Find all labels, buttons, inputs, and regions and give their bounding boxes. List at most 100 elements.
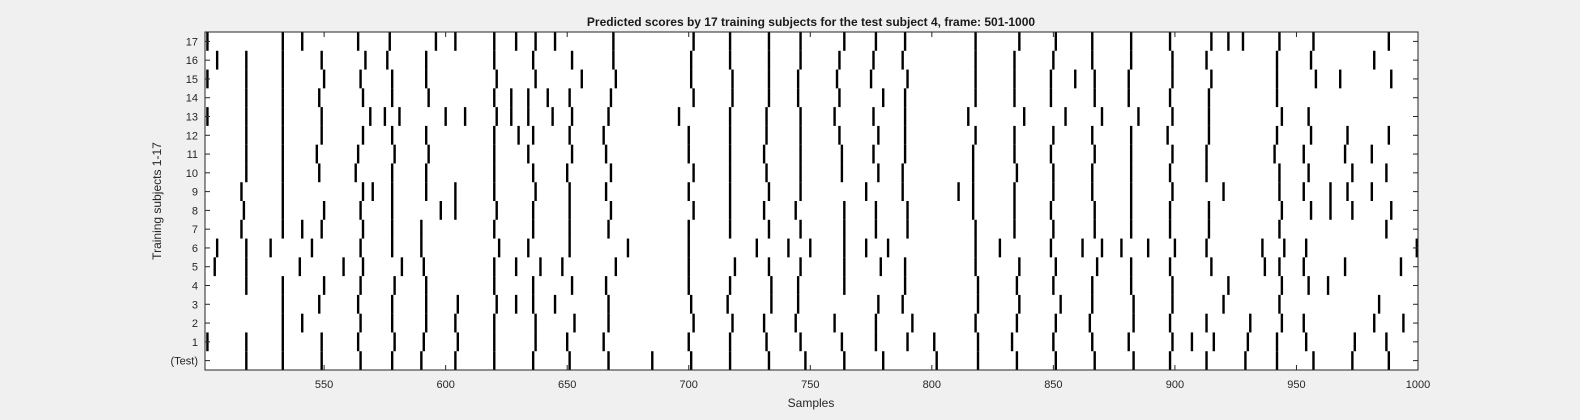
event-mark-row-3-1 xyxy=(318,294,321,314)
event-mark-row-13-27 xyxy=(1171,107,1174,126)
event-mark-row-(Test)-29 xyxy=(1351,351,1354,370)
event-mark-row-1-22 xyxy=(1052,332,1055,352)
event-mark-row-10-27 xyxy=(1385,163,1388,183)
event-mark-row-2-26 xyxy=(1302,313,1305,333)
event-mark-row-12-25 xyxy=(1275,125,1279,145)
event-mark-row-(Test)-10 xyxy=(607,351,610,370)
event-mark-row-6-8 xyxy=(527,238,530,258)
event-mark-row-17-2 xyxy=(301,32,304,51)
event-mark-row-6-9 xyxy=(568,238,571,258)
event-mark-row-13-14 xyxy=(607,107,610,126)
event-mark-row-2-25 xyxy=(1280,313,1284,333)
event-mark-row-8-14 xyxy=(794,201,797,220)
event-mark-row-8-1 xyxy=(281,201,284,220)
event-mark-row-15-15 xyxy=(835,69,839,89)
event-mark-row-15-14 xyxy=(796,69,800,89)
event-mark-row-15-8 xyxy=(534,69,537,89)
event-mark-row-8-0 xyxy=(242,201,246,220)
event-mark-row-14-25 xyxy=(1207,88,1211,108)
event-mark-row-5-23 xyxy=(1129,257,1133,277)
event-mark-row-1-2 xyxy=(281,332,284,352)
event-mark-row-13-15 xyxy=(677,107,681,126)
event-mark-row-5-9 xyxy=(539,257,542,277)
y-tick-label: 17 xyxy=(186,36,198,48)
event-mark-row-5-13 xyxy=(733,257,737,277)
event-mark-row-12-8 xyxy=(531,125,535,145)
event-mark-row-(Test)-17 xyxy=(882,351,885,370)
event-mark-row-4-1 xyxy=(281,276,284,295)
event-mark-row-(Test)-19 xyxy=(976,351,980,370)
event-mark-row-2-12 xyxy=(762,313,766,333)
event-mark-row-8-23 xyxy=(1168,201,1172,220)
event-mark-row-4-4 xyxy=(393,276,396,295)
event-mark-row-(Test)-4 xyxy=(390,351,394,370)
event-mark-row-16-18 xyxy=(974,50,977,70)
event-mark-row-6-21 xyxy=(1081,238,1084,258)
event-mark-row-5-5 xyxy=(400,257,404,277)
axis-ticks: 550 600 650 700 750 800 850 900 950 1000(Test)123… xyxy=(171,32,1430,391)
event-mark-row-7-23 xyxy=(1168,219,1172,239)
event-mark-row-5-24 xyxy=(1168,257,1172,277)
event-mark-row-3-0 xyxy=(281,294,284,314)
event-mark-row-17-29 xyxy=(1312,32,1315,51)
event-mark-row-7-18 xyxy=(974,219,977,239)
event-mark-row-9-28 xyxy=(1346,182,1349,201)
event-mark-row-16-16 xyxy=(872,50,875,70)
event-mark-row-14-20 xyxy=(1013,88,1016,108)
event-mark-row-2-15 xyxy=(874,313,878,333)
event-mark-row-17-16 xyxy=(843,32,846,51)
event-mark-row-17-3 xyxy=(356,32,360,51)
event-mark-row-(Test)-30 xyxy=(1387,351,1391,370)
event-mark-row-5-18 xyxy=(903,257,907,277)
event-mark-row-15-24 xyxy=(1171,69,1174,89)
event-mark-row-14-12 xyxy=(692,88,695,108)
event-mark-row-6-4 xyxy=(359,238,362,258)
x-tick-label: 600 xyxy=(436,379,454,391)
event-mark-row-12-15 xyxy=(838,125,841,145)
event-mark-row-1-15 xyxy=(799,332,802,352)
event-mark-row-11-16 xyxy=(903,144,907,164)
event-mark-row-7-22 xyxy=(1129,219,1133,239)
event-mark-row-5-22 xyxy=(1095,257,1099,277)
event-mark-row-(Test)-25 xyxy=(1205,351,1208,370)
event-mark-row-(Test)-9 xyxy=(568,351,571,370)
event-mark-row-11-20 xyxy=(1093,144,1096,164)
event-mark-row-10-4 xyxy=(390,163,394,183)
event-mark-row-11-18 xyxy=(1013,144,1016,164)
event-mark-row-4-16 xyxy=(976,276,980,295)
event-mark-row-2-9 xyxy=(607,313,610,333)
event-mark-row-14-19 xyxy=(974,88,977,108)
event-mark-row-12-0 xyxy=(245,125,248,145)
event-mark-row-5-29 xyxy=(1343,257,1347,277)
event-mark-row-2-27 xyxy=(1373,313,1376,333)
event-mark-row-3-19 xyxy=(1059,294,1062,314)
event-mark-row-11-9 xyxy=(604,144,608,164)
event-mark-row-17-14 xyxy=(767,32,771,51)
event-mark-row-(Test)-15 xyxy=(804,351,807,370)
event-mark-row-13-30 xyxy=(1307,107,1310,126)
event-mark-row-12-1 xyxy=(281,125,284,145)
event-mark-row-15-27 xyxy=(1314,69,1318,89)
event-mark-row-16-24 xyxy=(1205,50,1208,70)
event-mark-row-(Test)-6 xyxy=(454,351,457,370)
event-mark-row-8-16 xyxy=(874,201,878,220)
event-mark-row-5-7 xyxy=(493,257,496,277)
event-mark-row-(Test)-24 xyxy=(1168,351,1172,370)
event-mark-row-17-23 xyxy=(1129,32,1133,51)
event-mark-row-12-23 xyxy=(1166,125,1169,145)
event-mark-row-16-2 xyxy=(281,50,284,70)
event-mark-row-10-17 xyxy=(971,163,975,183)
event-mark-row-7-19 xyxy=(1013,219,1016,239)
event-mark-row-10-20 xyxy=(1091,163,1094,183)
event-mark-row-5-21 xyxy=(1054,257,1057,277)
event-mark-row-3-14 xyxy=(796,294,800,314)
event-mark-row-8-2 xyxy=(322,201,326,220)
event-mark-row-12-21 xyxy=(1091,125,1094,145)
event-mark-row-6-27 xyxy=(1261,238,1264,258)
event-mark-row-2-0 xyxy=(281,313,284,333)
event-mark-row-6-18 xyxy=(974,238,977,258)
event-mark-row-13-29 xyxy=(1280,107,1284,126)
event-mark-row-12-17 xyxy=(903,125,907,145)
x-tick-label: 550 xyxy=(315,379,333,391)
event-mark-row-5-4 xyxy=(361,257,365,277)
